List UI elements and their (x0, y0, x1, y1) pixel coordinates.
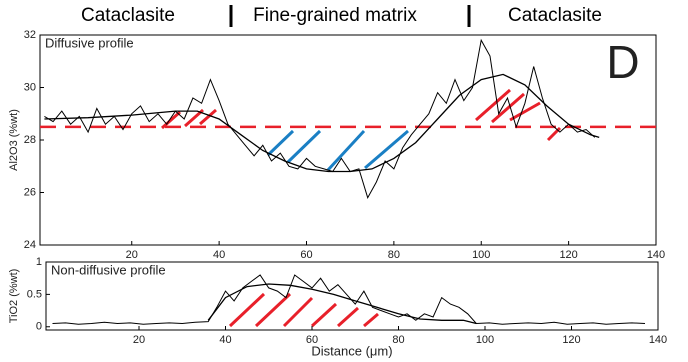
y-tick-label: 0.5 (27, 288, 42, 300)
x-tick-label: 140 (647, 249, 665, 261)
y-axis-label: TiO2 (%wt) (8, 269, 20, 324)
x-tick-label: 100 (472, 249, 490, 261)
data-line (44, 73, 600, 173)
x-tick-label: 20 (126, 249, 138, 261)
x-axis-label: Distance (μm) (311, 343, 392, 358)
header-right: Cataclasite (508, 5, 602, 26)
y-tick-label: 32 (24, 29, 36, 41)
x-tick-label: 20 (133, 334, 145, 346)
annotation: Non-diffusive profile (51, 262, 166, 277)
x-tick-label: 100 (476, 334, 494, 346)
header-left: Cataclasite (81, 5, 175, 26)
x-tick-label: 120 (559, 249, 577, 261)
y-tick-label: 1 (36, 256, 42, 268)
plot-frame (39, 34, 657, 246)
annotation: Diffusive profile (45, 35, 134, 50)
y-tick-label: 24 (24, 239, 36, 251)
data-line (52, 274, 646, 325)
data-line (44, 38, 596, 199)
x-tick-label: 120 (562, 334, 580, 346)
header-middle: Fine-grained matrix (253, 5, 417, 26)
x-tick-label: 80 (388, 249, 400, 261)
y-tick-label: 26 (24, 186, 36, 198)
plot-frame (45, 261, 659, 331)
x-tick-label: 40 (213, 249, 225, 261)
x-tick-label: 80 (392, 334, 404, 346)
x-tick-label: 60 (306, 334, 318, 346)
x-tick-label: 40 (219, 334, 231, 346)
panel-letter: D (606, 36, 639, 88)
y-axis-label: Al2O3 (%wt) (8, 109, 20, 171)
y-tick-label: 0 (36, 321, 42, 333)
y-tick-label: 30 (24, 81, 36, 93)
data-line (207, 283, 477, 325)
y-tick-label: 28 (24, 134, 36, 146)
hatching (161, 88, 562, 328)
x-tick-label: 60 (300, 249, 312, 261)
x-tick-label: 140 (649, 334, 667, 346)
